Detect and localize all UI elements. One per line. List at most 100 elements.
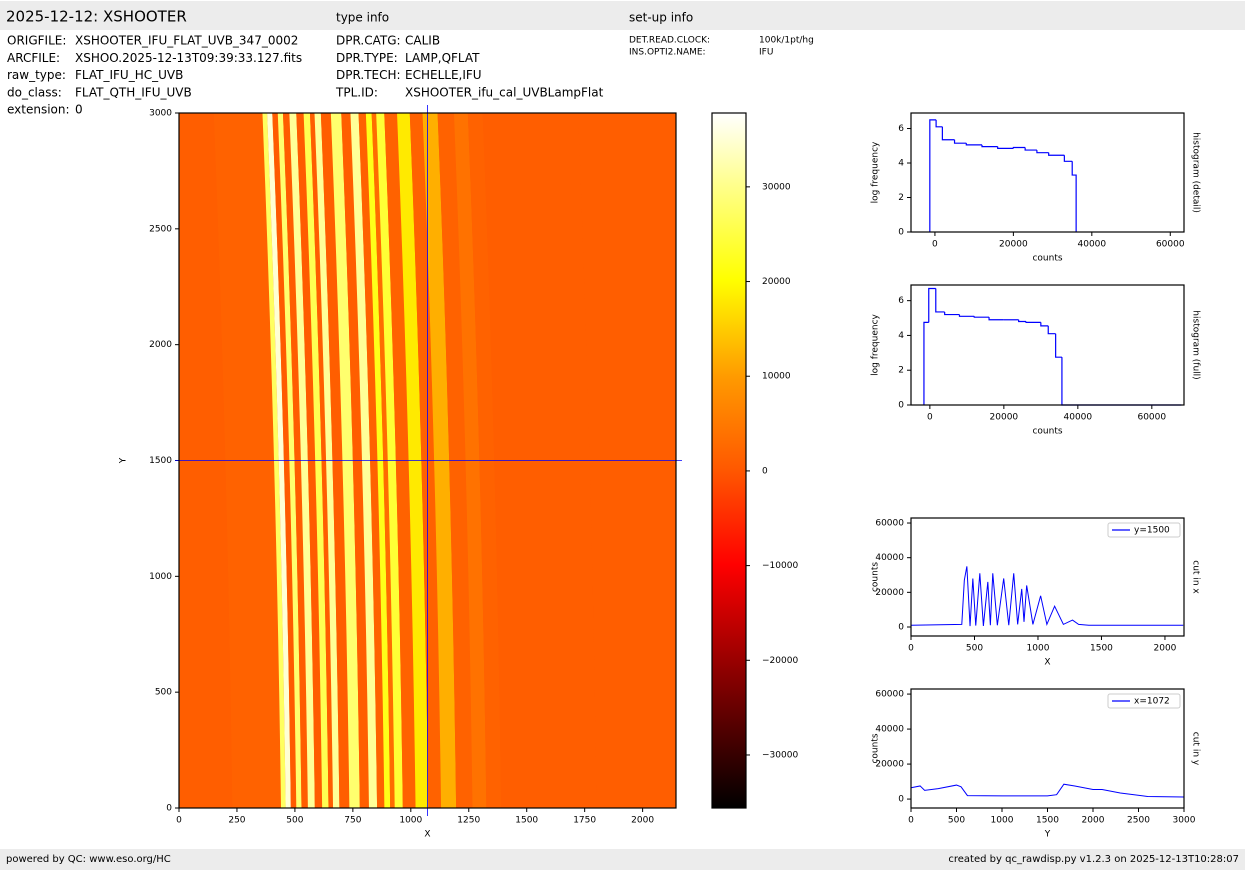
- y-tick-label: 2000: [149, 340, 172, 350]
- x-tick-label: 40000: [1078, 240, 1107, 250]
- histogram-step: [1047, 325, 1056, 335]
- y-tick-label: 500: [155, 688, 172, 698]
- colorbar-tick-label: 30000: [762, 182, 791, 192]
- x-tick-label: 20000: [999, 240, 1028, 250]
- field-value: XSHOO.2025-12-13T09:39:33.127.fits: [75, 51, 302, 65]
- y-tick-label: 4: [898, 331, 904, 341]
- y-tick-label: 40000: [875, 725, 904, 735]
- footer-band: [0, 849, 1245, 870]
- histogram-step: [944, 311, 960, 316]
- x-tick-label: 0: [908, 816, 914, 826]
- x-tick-label: 500: [966, 644, 983, 654]
- page-title: 2025-12-12: XSHOOTER: [6, 8, 187, 26]
- field-label: TPL.ID:: [335, 85, 378, 99]
- y-tick-label: 0: [898, 228, 904, 238]
- x-tick-label: 500: [286, 816, 303, 826]
- series-line: [910, 783, 1185, 798]
- y-tick-label: 1000: [149, 572, 172, 582]
- histogram-step: [1071, 161, 1077, 232]
- x-tick-label: 40000: [1064, 413, 1093, 423]
- field-label: DPR.TYPE:: [336, 51, 398, 65]
- side-title: histogram (full): [1191, 310, 1201, 379]
- histogram-step: [935, 119, 943, 128]
- y-tick-label: 0: [898, 795, 904, 805]
- histogram-step: [1025, 321, 1041, 323]
- field-value: FLAT_QTH_IFU_UVB: [75, 85, 192, 99]
- field-value: XSHOOTER_ifu_cal_UVBLampFlat: [405, 85, 604, 99]
- x-tick-label: 250: [228, 816, 245, 826]
- x-tick-label: 2000: [631, 816, 654, 826]
- x-tick-label: 1500: [515, 816, 538, 826]
- y-tick-label: 6: [898, 296, 904, 306]
- x-tick-label: 3000: [1173, 816, 1196, 826]
- image-stripe: [371, 113, 395, 808]
- field-value: LAMP,QFLAT: [405, 51, 480, 65]
- colorbar: [711, 112, 747, 809]
- x-tick-label: 1750: [573, 816, 596, 826]
- field-label: ARCFILE:: [7, 51, 60, 65]
- field-value: 0: [75, 103, 83, 117]
- side-title: cut in y: [1191, 732, 1201, 766]
- x-tick-label: 1250: [457, 816, 480, 826]
- series-line: [910, 566, 1184, 627]
- histogram-step: [1061, 357, 1182, 406]
- y-tick-label: 4: [898, 159, 904, 169]
- x-tick-label: 2000: [1082, 816, 1105, 826]
- x-tick-label: 500: [948, 816, 965, 826]
- axes-frame: [910, 112, 1185, 233]
- histogram-step: [1063, 155, 1073, 162]
- histogram-step: [928, 287, 936, 323]
- y-tick-label: 20000: [875, 588, 904, 598]
- histogram-step: [981, 144, 998, 148]
- side-title: cut in x: [1191, 560, 1201, 594]
- y-tick-label: 0: [166, 804, 172, 814]
- field-value: XSHOOTER_IFU_FLAT_UVB_347_0002: [75, 34, 298, 48]
- x-tick-label: 2000: [1154, 644, 1177, 654]
- field-label: ORIGFILE:: [7, 34, 66, 48]
- field-value: IFU: [759, 48, 773, 58]
- y-tick-label: 20000: [875, 760, 904, 770]
- axes-frame: [910, 688, 1185, 809]
- legend-label: y=1500: [1134, 526, 1170, 536]
- x-axis-label: X: [1044, 658, 1050, 668]
- field-value: CALIB: [405, 34, 440, 48]
- histogram-step: [941, 126, 955, 141]
- legend-label: x=1072: [1134, 697, 1170, 707]
- histogram-step: [953, 139, 967, 144]
- x-tick-label: 0: [932, 240, 938, 250]
- y-axis-label: counts: [871, 733, 881, 763]
- x-tick-label: 1500: [1036, 816, 1059, 826]
- y-axis-label: log frequency: [871, 141, 881, 203]
- x-tick-label: 1000: [1027, 644, 1050, 654]
- colorbar-tick-label: 10000: [762, 372, 791, 382]
- colorbar-tick-label: 0: [762, 466, 768, 476]
- x-tick-label: 1500: [1090, 644, 1113, 654]
- field-label: DPR.TECH:: [336, 68, 401, 82]
- field-label: DET.READ.CLOCK:: [629, 36, 710, 46]
- histogram-step: [1040, 322, 1049, 327]
- y-axis-label: Y: [119, 457, 129, 464]
- y-tick-label: 60000: [875, 690, 904, 700]
- x-tick-label: 2500: [1127, 816, 1150, 826]
- y-tick-label: 0: [898, 622, 904, 632]
- field-value: FLAT_IFU_HC_UVB: [75, 68, 183, 82]
- histogram-step: [973, 316, 990, 318]
- side-title: histogram (detail): [1191, 132, 1201, 213]
- field-label: DPR.CATG:: [336, 34, 401, 48]
- x-tick-label: 1000: [399, 816, 422, 826]
- header-band: [0, 1, 1245, 30]
- histogram-step: [929, 119, 937, 232]
- x-tick-label: 20000: [990, 413, 1019, 423]
- field-label: raw_type:: [7, 68, 66, 82]
- histogram-step: [958, 314, 975, 317]
- y-tick-label: 2500: [149, 224, 172, 234]
- field-value: 100k/1pt/hg: [759, 36, 814, 46]
- legend-box: [1107, 693, 1181, 709]
- footer-right: created by qc_rawdisp.py v1.2.3 on 2025-…: [948, 854, 1239, 865]
- histogram-step: [997, 146, 1014, 149]
- colorbar-tick-label: 20000: [762, 277, 791, 287]
- histogram-step: [1024, 147, 1037, 151]
- histogram-step: [965, 143, 982, 146]
- x-tick-label: 1000: [991, 816, 1014, 826]
